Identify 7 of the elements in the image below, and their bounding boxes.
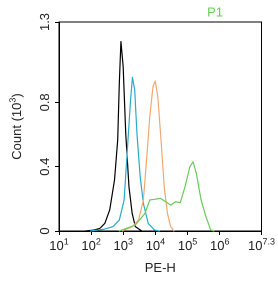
y-tick-label: 0 — [37, 227, 52, 235]
y-axis-title: Count (103) — [8, 93, 24, 160]
y-tick-label: 0.4 — [37, 158, 52, 176]
y-tick-label: 1.3 — [37, 12, 52, 32]
text: P1 — [207, 4, 224, 20]
y-tick-label: 0.8 — [37, 93, 52, 112]
x-axis-title: PE-H — [144, 260, 176, 275]
